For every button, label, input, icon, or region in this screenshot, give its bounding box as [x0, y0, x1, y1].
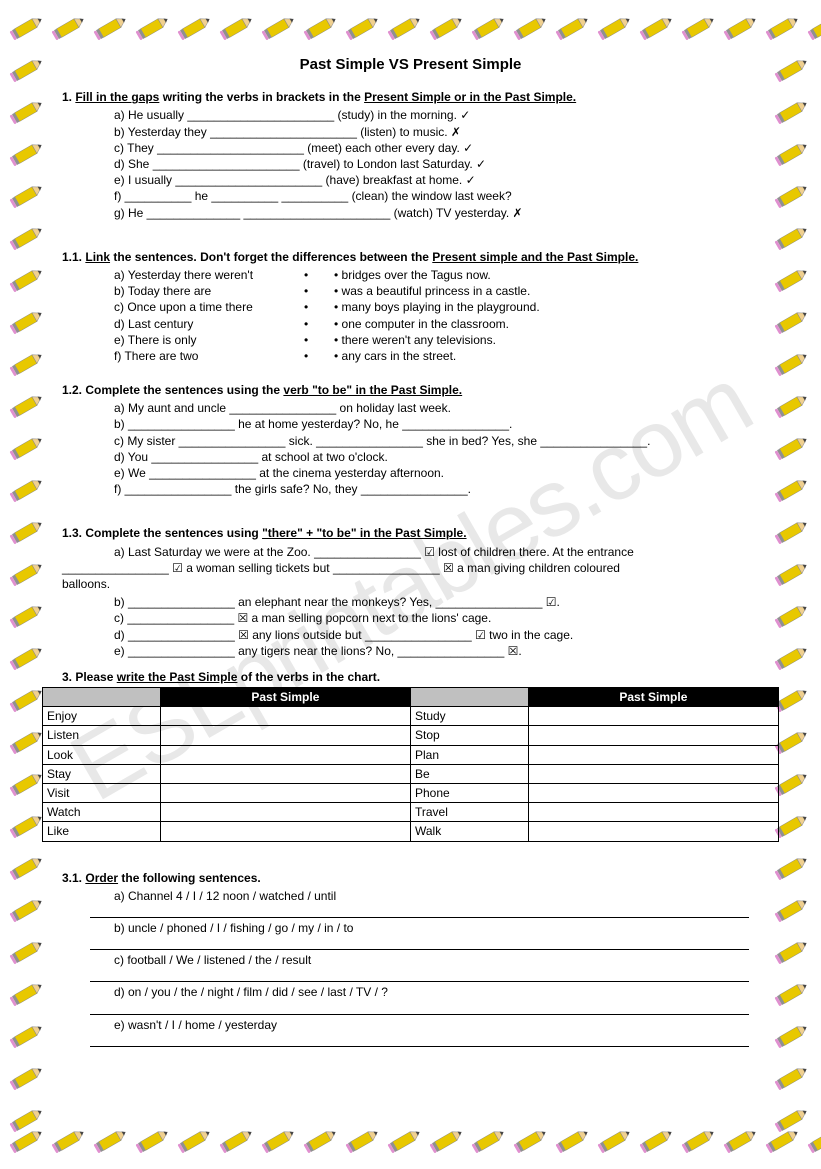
ex12-line: c) My sister ________________ sick. ____…	[114, 433, 759, 449]
ex3-instruction: 3. Please write the Past Simple of the v…	[62, 669, 759, 685]
pencil-icon	[388, 1123, 424, 1159]
page-title: Past Simple VS Present Simple	[62, 55, 759, 75]
pencil-icon	[514, 1123, 550, 1159]
pencil-icon	[556, 1123, 592, 1159]
pencil-icon	[430, 1123, 466, 1159]
table-row: StayBe	[43, 764, 779, 783]
pencil-icon	[346, 1123, 382, 1159]
table-row: LookPlan	[43, 745, 779, 764]
answer-line	[90, 1033, 749, 1047]
ex1-line: c) They ______________________ (meet) ea…	[114, 140, 759, 156]
answer-line	[90, 936, 749, 950]
table-row: WatchTravel	[43, 803, 779, 822]
ex13-instruction: 1.3. Complete the sentences using "there…	[62, 525, 759, 541]
ex1-instruction: 1. Fill in the gaps writing the verbs in…	[62, 89, 759, 105]
answer-line	[90, 1001, 749, 1015]
ex12-line: e) We ________________ at the cinema yes…	[114, 465, 759, 481]
table-row: EnjoyStudy	[43, 707, 779, 726]
ex31-instruction: 3.1. Order the following sentences.	[62, 870, 759, 886]
table-row: VisitPhone	[43, 784, 779, 803]
ex1-line: f) __________ he __________ __________ (…	[114, 188, 759, 204]
order-question: e) wasn't / I / home / yesterday	[114, 1017, 759, 1033]
pencil-icon	[472, 1123, 508, 1159]
link-row: f) There are two•• any cars in the stree…	[114, 348, 759, 364]
pencil-icon	[94, 1123, 130, 1159]
pencil-icon	[724, 1123, 760, 1159]
ex12-line: f) ________________ the girls safe? No, …	[114, 481, 759, 497]
pencil-icon	[304, 1123, 340, 1159]
order-question: a) Channel 4 / I / 12 noon / watched / u…	[114, 888, 759, 904]
ex12-line: b) ________________ he at home yesterday…	[114, 416, 759, 432]
pencil-icon	[178, 1123, 214, 1159]
ex12-instruction: 1.2. Complete the sentences using the ve…	[62, 382, 759, 398]
link-row: d) Last century•• one computer in the cl…	[114, 316, 759, 332]
ex11-items: a) Yesterday there weren't•• bridges ove…	[114, 267, 759, 364]
ex13-items: a) Last Saturday we were at the Zoo. ___…	[114, 544, 759, 560]
link-row: b) Today there are•• was a beautiful pri…	[114, 283, 759, 299]
ex11-instruction: 1.1. Link the sentences. Don't forget th…	[62, 249, 759, 265]
table-row: LikeWalk	[43, 822, 779, 841]
link-row: c) Once upon a time there•• many boys pl…	[114, 299, 759, 315]
worksheet-content: Past Simple VS Present Simple 1. Fill in…	[0, 0, 821, 1099]
ex1-line: e) I usually ______________________ (hav…	[114, 172, 759, 188]
ex1-line: a) He usually ______________________ (st…	[114, 107, 759, 123]
pencil-icon	[10, 1102, 46, 1138]
pencil-icon	[220, 1123, 256, 1159]
answer-line	[90, 904, 749, 918]
link-row: e) There is only•• there weren't any tel…	[114, 332, 759, 348]
order-question: b) uncle / phoned / I / fishing / go / m…	[114, 920, 759, 936]
link-row: a) Yesterday there weren't•• bridges ove…	[114, 267, 759, 283]
pencil-icon	[682, 1123, 718, 1159]
verbs-table: Past Simple Past Simple EnjoyStudyListen…	[42, 687, 779, 842]
ex1-line: b) Yesterday they ______________________…	[114, 124, 759, 140]
pencil-icon	[262, 1123, 298, 1159]
ex31-items: a) Channel 4 / I / 12 noon / watched / u…	[62, 888, 759, 1047]
ex12-line: d) You ________________ at school at two…	[114, 449, 759, 465]
ex1-line: d) She ______________________ (travel) t…	[114, 156, 759, 172]
order-question: c) football / We / listened / the / resu…	[114, 952, 759, 968]
order-question: d) on / you / the / night / film / did /…	[114, 984, 759, 1000]
ex1-items: a) He usually ______________________ (st…	[114, 107, 759, 220]
ex12-line: a) My aunt and uncle ________________ on…	[114, 400, 759, 416]
pencil-icon	[640, 1123, 676, 1159]
ex1-line: g) He ______________ ___________________…	[114, 205, 759, 221]
pencil-icon	[598, 1123, 634, 1159]
pencil-icon	[52, 1123, 88, 1159]
pencil-icon	[775, 1102, 811, 1138]
ex12-items: a) My aunt and uncle ________________ on…	[114, 400, 759, 497]
pencil-icon	[136, 1123, 172, 1159]
answer-line	[90, 968, 749, 982]
table-row: ListenStop	[43, 726, 779, 745]
